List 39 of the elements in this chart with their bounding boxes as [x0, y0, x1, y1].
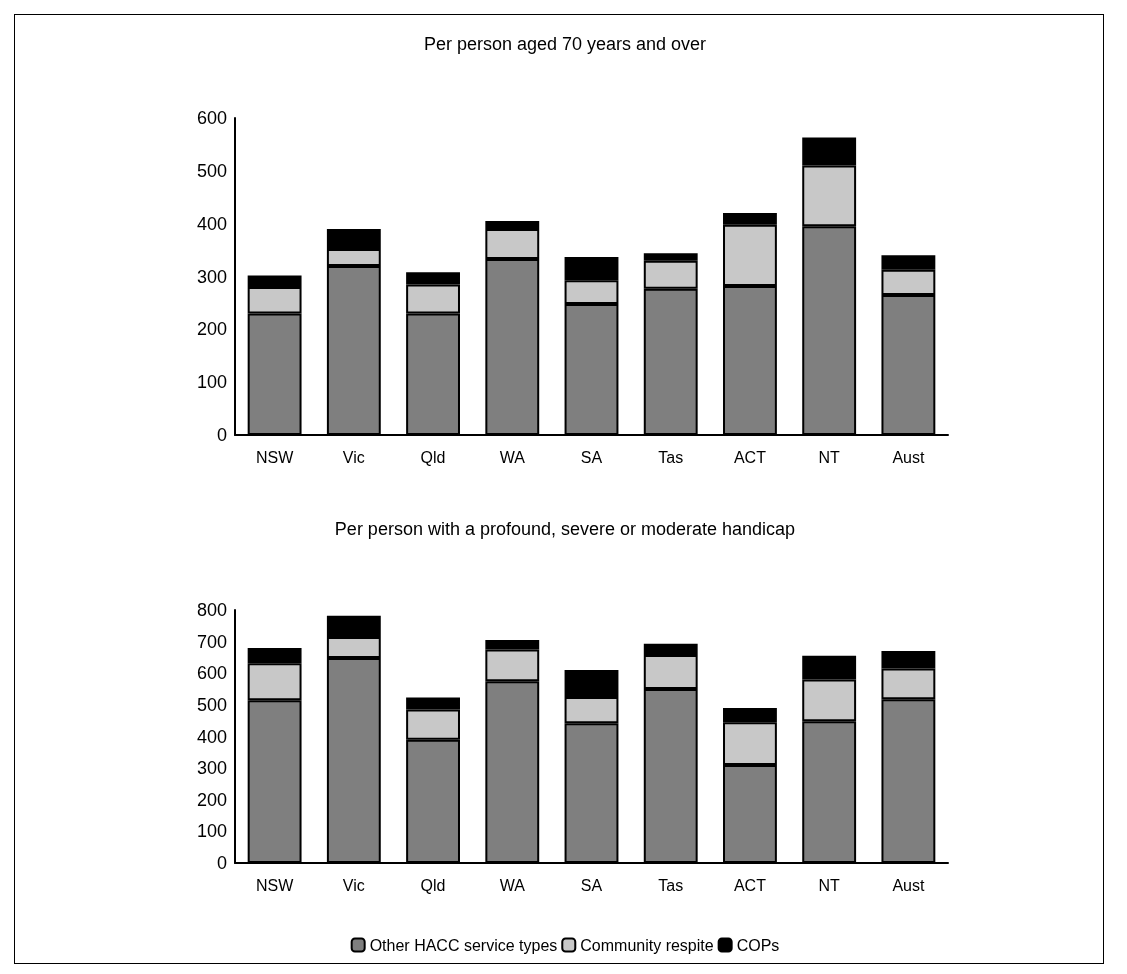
y-tick-label: 300	[196, 266, 227, 287]
x-tick-label: WA	[499, 876, 526, 894]
chart-title: Per person with a profound, severe or moderate handicap	[334, 519, 796, 539]
y-tick-label: 200	[196, 319, 227, 340]
legend-label: COPs	[736, 936, 780, 954]
y-tick-label: 300	[196, 758, 227, 779]
x-tick-label: Aust	[892, 448, 925, 466]
y-tick-label: 100	[196, 821, 227, 842]
legend-label: Community respite	[580, 936, 714, 954]
x-tick-label: Vic	[342, 448, 365, 466]
y-tick-label: 600	[196, 663, 227, 684]
x-tick-label: Aust	[892, 876, 925, 894]
y-tick-label: 700	[196, 631, 227, 652]
x-tick-label: ACT	[733, 876, 767, 894]
y-tick-label: 100	[196, 372, 227, 393]
legend-label: Other HACC service types	[369, 936, 558, 954]
x-tick-label: NSW	[255, 876, 295, 894]
chart-title: Per person aged 70 years and over	[423, 34, 707, 54]
x-tick-label: NSW	[255, 448, 295, 466]
x-tick-label: Tas	[658, 876, 684, 894]
x-tick-label: Qld	[420, 448, 446, 466]
y-tick-label: 0	[216, 853, 227, 873]
x-tick-label: Vic	[342, 876, 365, 894]
y-tick-label: 200	[196, 789, 227, 810]
x-tick-label: SA	[580, 876, 603, 894]
y-tick-label: 800	[196, 600, 227, 620]
y-tick-label: 500	[196, 694, 227, 715]
y-tick-label: 400	[196, 213, 227, 234]
x-tick-label: Qld	[420, 876, 446, 894]
y-tick-label: 0	[216, 425, 227, 445]
x-tick-label: NT	[818, 448, 841, 466]
x-tick-label: NT	[818, 876, 841, 894]
y-tick-label: 400	[196, 726, 227, 747]
x-tick-label: Tas	[658, 448, 684, 466]
x-tick-label: ACT	[733, 448, 767, 466]
y-tick-label: 600	[196, 108, 227, 128]
x-tick-label: SA	[580, 448, 603, 466]
x-tick-label: WA	[499, 448, 526, 466]
y-tick-label: 500	[196, 160, 227, 181]
